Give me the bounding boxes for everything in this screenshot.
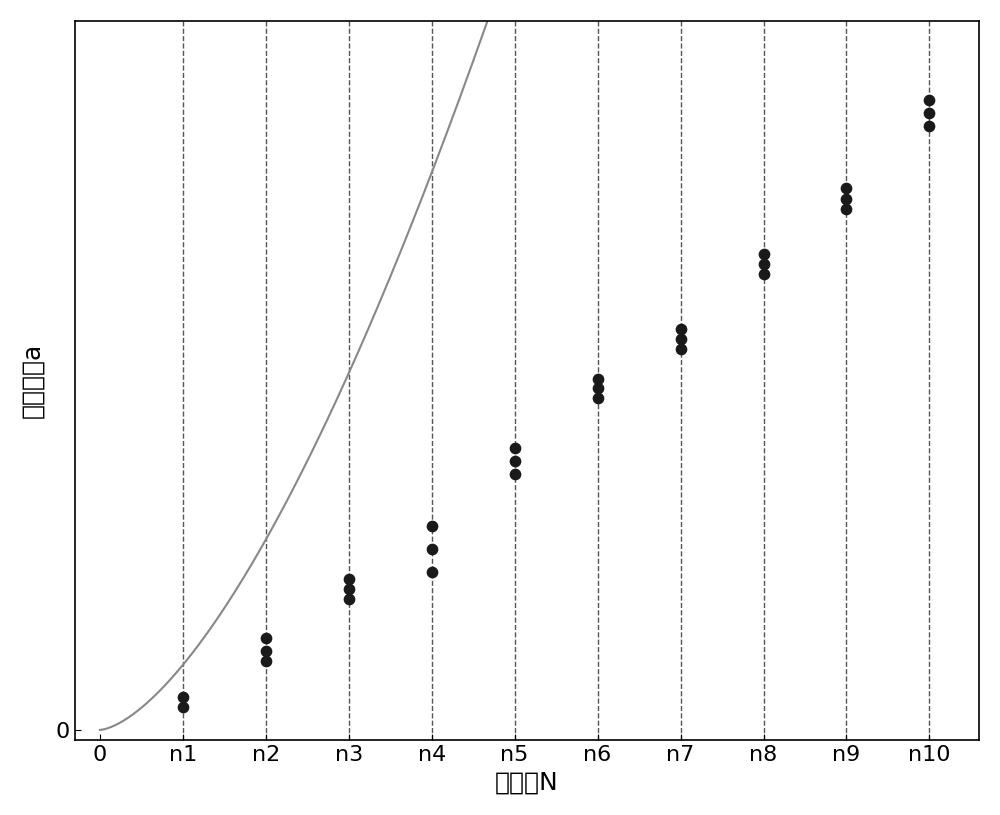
Point — [424, 566, 440, 579]
Point — [756, 267, 772, 280]
Point — [424, 543, 440, 556]
Point — [838, 182, 854, 195]
Point — [341, 572, 357, 585]
Point — [341, 592, 357, 605]
Point — [175, 700, 191, 713]
Point — [838, 203, 854, 216]
Point — [341, 582, 357, 595]
Point — [424, 520, 440, 533]
Point — [921, 119, 937, 132]
Point — [507, 454, 523, 467]
Point — [175, 690, 191, 703]
Point — [590, 382, 606, 395]
Point — [590, 372, 606, 385]
Point — [756, 248, 772, 261]
Point — [258, 654, 274, 667]
Point — [507, 467, 523, 480]
Point — [838, 193, 854, 206]
Point — [921, 106, 937, 119]
Point — [258, 632, 274, 645]
Point — [258, 645, 274, 658]
Point — [756, 258, 772, 271]
Point — [673, 342, 689, 355]
Point — [673, 333, 689, 346]
Point — [921, 93, 937, 106]
Y-axis label: 裂纹长度a: 裂纹长度a — [21, 342, 45, 418]
X-axis label: 循环数N: 循环数N — [495, 770, 559, 794]
Point — [507, 441, 523, 454]
Point — [673, 323, 689, 336]
Point — [590, 392, 606, 405]
